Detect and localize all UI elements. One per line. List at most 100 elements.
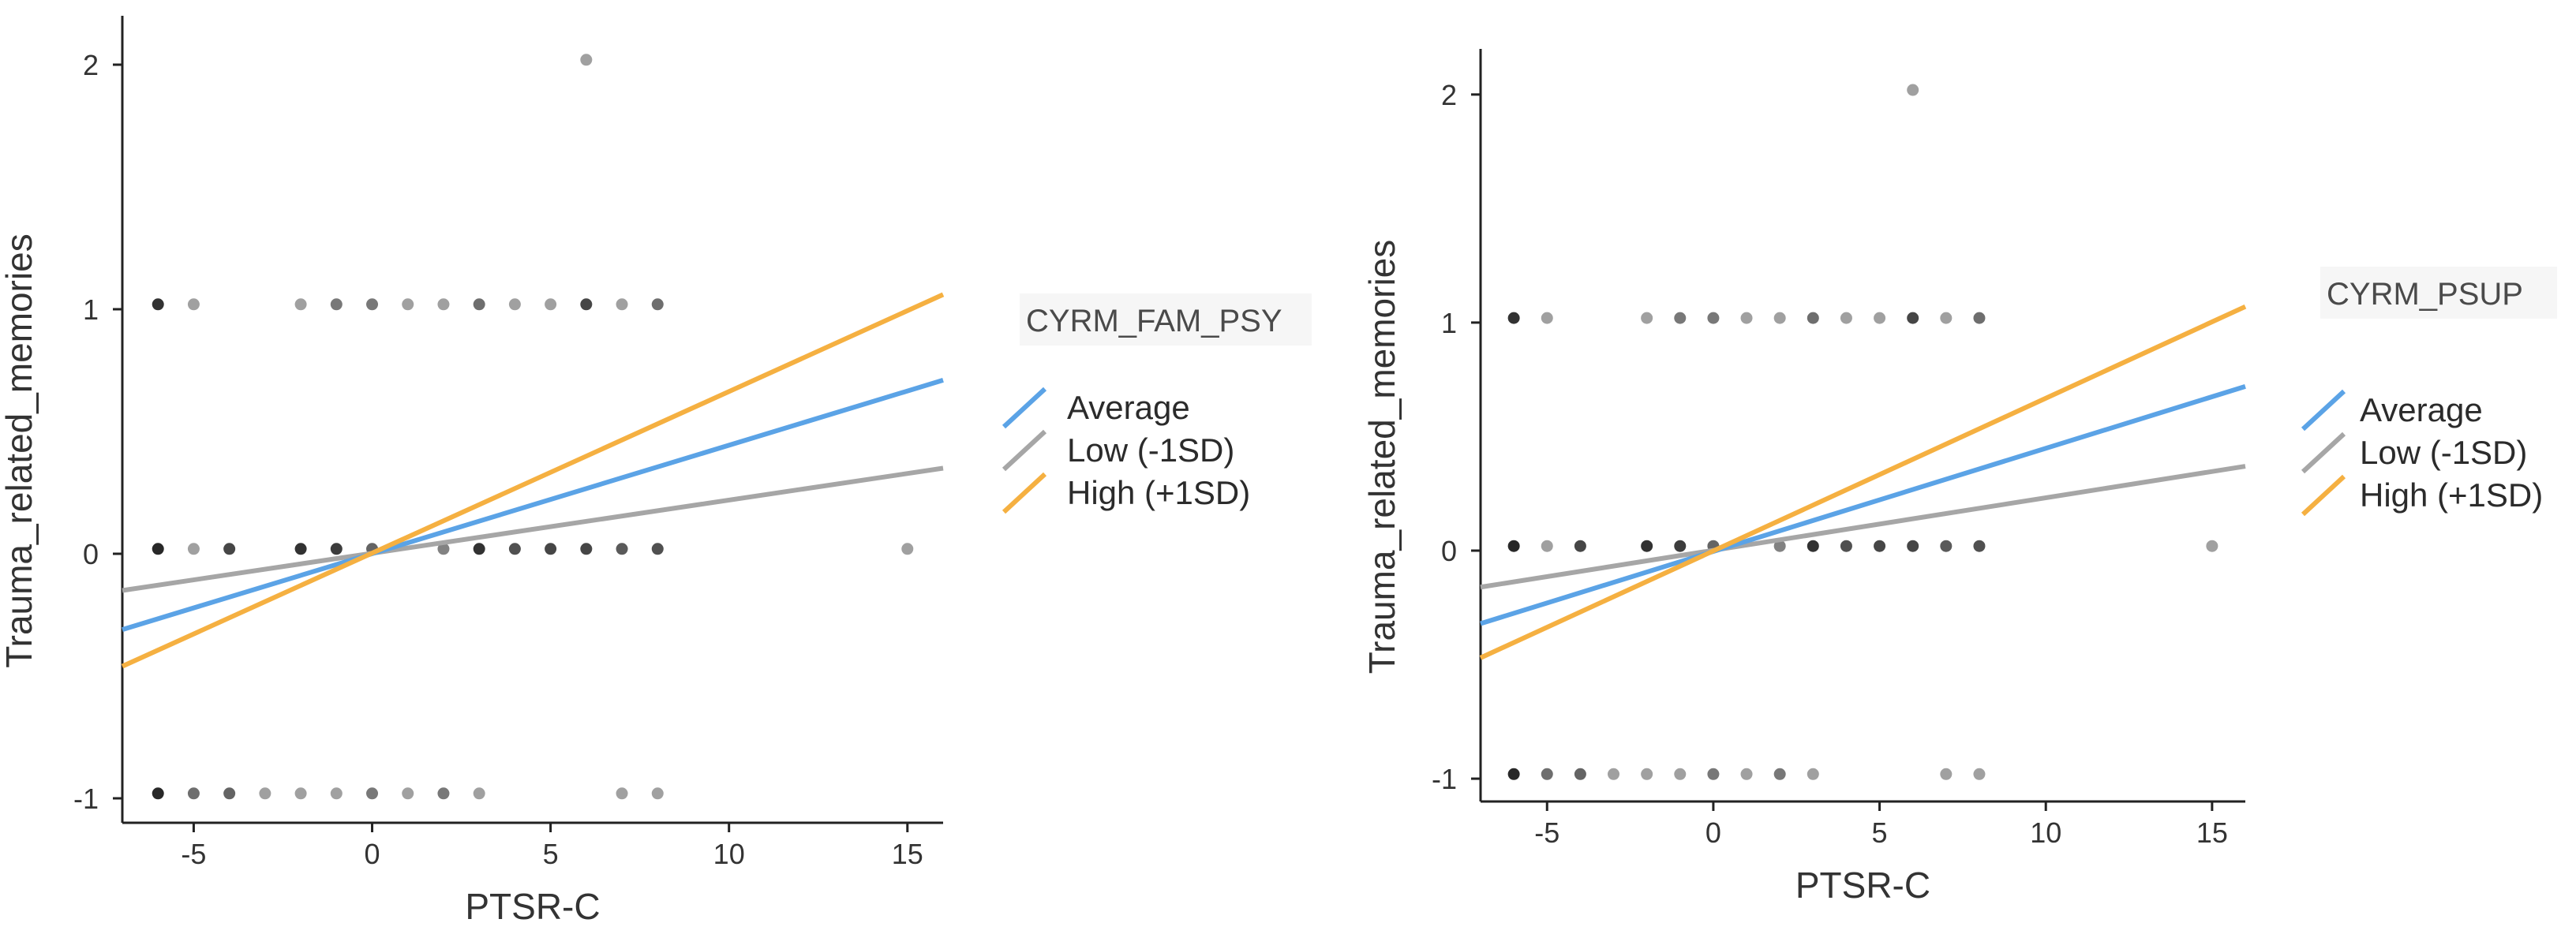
x-tick-label: 15 [892,838,923,870]
legend-label: High (+1SD) [1067,474,1250,511]
series-line-low-1sd [1480,464,2246,590]
series-line-low-1sd [122,465,944,593]
scatter-point [1940,768,1953,780]
scatter-point [1807,540,1819,552]
scatter-point [1907,540,1919,552]
scatter-point [651,298,664,311]
y-tick-label: 0 [83,538,99,570]
scatter-point [187,787,200,800]
x-tick-label: 0 [365,838,380,870]
scatter-point [1773,540,1786,552]
legend-label: Low (-1SD) [1067,432,1234,469]
scatter-point [1807,768,1819,780]
scatter-point [437,298,450,311]
scatter-point [366,787,379,800]
chart-panel-2: -5 0 5 10 15 -1 0 1 2 PTSR-C Trauma_related_memori… [1361,49,2557,906]
scatter-point [1507,540,1520,552]
series-line-average [1480,383,2246,626]
y-tick-label: 2 [1441,79,1457,111]
scatter-point [1707,768,1720,780]
scatter-point [1541,312,1553,324]
scatter-point [901,543,914,555]
scatter-point [545,543,557,555]
scatter-point [1541,768,1553,780]
scatter-point [402,298,414,311]
scatter-point [187,298,200,311]
y-axis-title: Trauma_related_memories [1361,240,1402,674]
scatter-point [152,543,164,555]
legend-label: High (+1SD) [2360,476,2543,514]
legend-swatch [2301,389,2346,432]
scatter-point [508,298,521,311]
scatter-point [330,298,343,311]
scatter-point [1574,768,1586,780]
scatter-point [330,543,343,555]
legend-title: CYRM_PSUP [2327,277,2523,312]
x-tick-label: -5 [1534,816,1559,849]
scatter-point [1740,312,1753,324]
scatter-point [294,543,307,555]
scatter-point [1773,312,1786,324]
scatter-point [473,543,485,555]
scatter-point [294,298,307,311]
legend-label: Low (-1SD) [2360,434,2527,471]
scatter-point [1674,540,1687,552]
legend-title-box [2320,267,2557,319]
x-tick-label: 10 [713,838,745,870]
legend-title: CYRM_FAM_PSY [1026,304,1282,338]
scatter-point [1973,312,1986,324]
x-tick-label: 15 [2196,816,2228,849]
legend-swatch [2301,474,2346,517]
scatter-point [616,543,628,555]
scatter-point [152,787,164,800]
scatter-point [580,54,593,66]
scatter-point [1940,540,1953,552]
x-tick-label: 10 [2030,816,2061,849]
scatter-point [437,543,450,555]
series-line-high-1sd [121,292,945,669]
scatter-point [1773,768,1786,780]
scatter-point [294,787,307,800]
scatter-point [1907,84,1919,96]
scatter-point [651,543,664,555]
legend-title-box [1020,293,1312,346]
scatter-point [1541,540,1553,552]
scatter-point [1807,312,1819,324]
scatter-point [1641,540,1653,552]
legend-swatch [1002,429,1047,472]
legend-label: Average [2360,391,2483,428]
scatter-point [330,787,343,800]
scatter-point [1840,540,1852,552]
scatter-point [1707,312,1720,324]
scatter-point [366,298,379,311]
legend-label: Average [1067,389,1190,426]
scatter-point [259,787,271,800]
chart-panel-1: -5 0 5 10 15 -1 0 1 2 PTSR-C Trauma_related_memori… [0,16,1312,927]
scatter-point [508,543,521,555]
scatter-point [1973,540,1986,552]
scatter-point [1907,312,1919,324]
scatter-point [223,787,236,800]
scatter-point [616,298,628,311]
y-tick-label: 1 [1441,307,1457,339]
x-tick-label: 5 [543,838,559,870]
scatter-point [1641,312,1653,324]
scatter-point [1574,540,1586,552]
x-tick-label: 0 [1705,816,1721,849]
x-tick-label: -5 [181,838,206,870]
scatter-point [223,543,236,555]
scatter-point [1874,540,1886,552]
scatter-point [1874,312,1886,324]
scatter-point [1674,768,1687,780]
scatter-point [152,298,164,311]
y-axis-title: Trauma_related_memories [0,234,39,668]
scatter-point [1641,768,1653,780]
y-tick-label: 0 [1441,535,1457,567]
scatter-point [1973,768,1986,780]
scatter-point [1507,312,1520,324]
scatter-point [1840,312,1852,324]
scatter-point [1507,768,1520,780]
scatter-point [616,787,628,800]
